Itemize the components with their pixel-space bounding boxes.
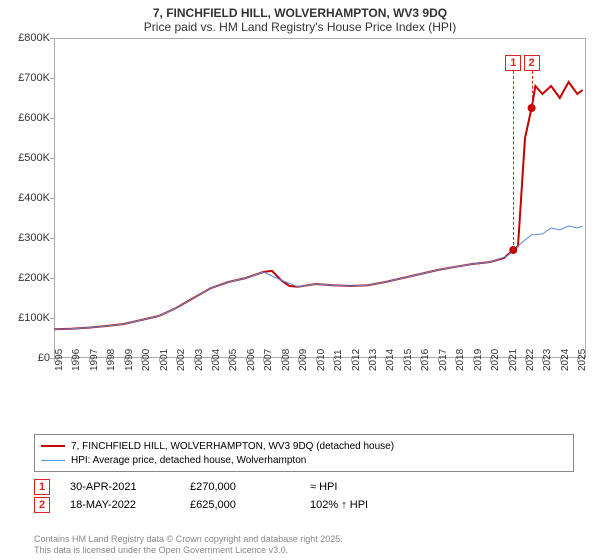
x-tick-label: 2004	[211, 349, 222, 371]
marker-label: 2	[524, 55, 540, 71]
marker-guideline	[532, 71, 533, 108]
chart-title: 7, FINCHFIELD HILL, WOLVERHAMPTON, WV3 9…	[0, 0, 600, 20]
x-tick-label: 2017	[438, 349, 449, 371]
x-tick-label: 2001	[159, 349, 170, 371]
x-tick-label: 2000	[141, 349, 152, 371]
x-tick-label: 2003	[194, 349, 205, 371]
x-tick-label: 2018	[455, 349, 466, 371]
marker-badge: 1	[34, 479, 50, 495]
y-tick-label: £500K	[0, 152, 50, 164]
x-tick-label: 2011	[333, 349, 344, 371]
x-tick-label: 2008	[281, 349, 292, 371]
legend-item: 7, FINCHFIELD HILL, WOLVERHAMPTON, WV3 9…	[41, 439, 567, 453]
y-tick-label: £800K	[0, 32, 50, 44]
legend: 7, FINCHFIELD HILL, WOLVERHAMPTON, WV3 9…	[34, 434, 574, 472]
price-cell: £625,000	[190, 499, 290, 511]
x-tick-label: 1995	[54, 349, 65, 371]
x-tick-label: 2007	[263, 349, 274, 371]
y-tick-label: £400K	[0, 192, 50, 204]
series-line	[54, 82, 583, 329]
footer-attribution: Contains HM Land Registry data © Crown c…	[34, 534, 343, 556]
x-tick-label: 2019	[473, 349, 484, 371]
price-cell: £270,000	[190, 481, 290, 493]
x-tick-label: 1996	[71, 349, 82, 371]
plot-area: 12 1995199619971998199920002001200220032…	[54, 38, 586, 358]
x-tick-label: 2014	[385, 349, 396, 371]
footer-line: This data is licensed under the Open Gov…	[34, 545, 343, 556]
x-tick-label: 2005	[228, 349, 239, 371]
marker-guideline	[513, 71, 514, 250]
x-tick-label: 2023	[542, 349, 553, 371]
x-tick-label: 1998	[106, 349, 117, 371]
change-cell: ≈ HPI	[310, 481, 410, 493]
marker-label: 1	[505, 55, 521, 71]
x-tick-label: 2010	[316, 349, 327, 371]
series-line	[54, 226, 583, 329]
table-row: 2 18-MAY-2022 £625,000 102% ↑ HPI	[34, 496, 574, 514]
marker-badge: 2	[34, 497, 50, 513]
legend-item: HPI: Average price, detached house, Wolv…	[41, 453, 567, 467]
x-tick-label: 2016	[420, 349, 431, 371]
x-tick-label: 2015	[403, 349, 414, 371]
y-tick-label: £700K	[0, 72, 50, 84]
chart-area: £0£100K£200K£300K£400K£500K£600K£700K£80…	[0, 38, 600, 398]
x-tick-label: 1999	[124, 349, 135, 371]
legend-label: 7, FINCHFIELD HILL, WOLVERHAMPTON, WV3 9…	[71, 441, 394, 452]
y-tick-label: £600K	[0, 112, 50, 124]
y-tick-label: £200K	[0, 272, 50, 284]
y-tick-label: £0	[0, 352, 50, 364]
x-tick-label: 1997	[89, 349, 100, 371]
x-tick-label: 2025	[577, 349, 588, 371]
x-tick-label: 2020	[490, 349, 501, 371]
footer-line: Contains HM Land Registry data © Crown c…	[34, 534, 343, 545]
x-tick-label: 2009	[298, 349, 309, 371]
x-tick-label: 2013	[368, 349, 379, 371]
x-tick-label: 2024	[560, 349, 571, 371]
legend-label: HPI: Average price, detached house, Wolv…	[71, 455, 306, 466]
date-cell: 30-APR-2021	[70, 481, 170, 493]
x-tick-label: 2002	[176, 349, 187, 371]
table-row: 1 30-APR-2021 £270,000 ≈ HPI	[34, 478, 574, 496]
x-tick-label: 2006	[246, 349, 257, 371]
change-cell: 102% ↑ HPI	[310, 499, 410, 511]
x-tick-label: 2012	[351, 349, 362, 371]
chart-subtitle: Price paid vs. HM Land Registry's House …	[0, 20, 600, 38]
date-cell: 18-MAY-2022	[70, 499, 170, 511]
data-table: 1 30-APR-2021 £270,000 ≈ HPI 2 18-MAY-20…	[34, 478, 574, 514]
x-tick-label: 2022	[525, 349, 536, 371]
x-tick-label: 2021	[508, 349, 519, 371]
y-tick-label: £100K	[0, 312, 50, 324]
y-tick-label: £300K	[0, 232, 50, 244]
